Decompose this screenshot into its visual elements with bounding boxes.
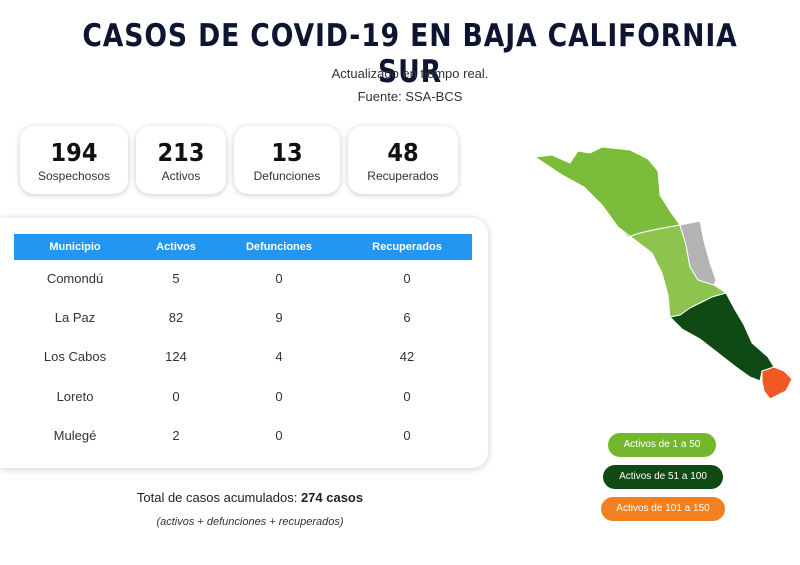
- cell-recuperados: 42: [399, 349, 415, 364]
- cell-municipio: Loreto: [56, 389, 94, 404]
- cell-activos: 5: [172, 271, 180, 286]
- summary-card-sospechosos: 194 Sospechosos: [20, 126, 128, 194]
- cell-activos: 2: [172, 428, 180, 443]
- summary-value: 48: [387, 138, 419, 167]
- cell-defunciones: 0: [275, 271, 283, 286]
- column-header-activos: Activos: [156, 241, 196, 253]
- total-cases: Total de casos acumulados: 274 casos: [100, 490, 400, 505]
- total-value: 274 casos: [300, 490, 364, 505]
- summary-value: 13: [271, 138, 303, 167]
- cell-municipio: La Paz: [54, 310, 96, 325]
- cell-recuperados: 0: [403, 389, 411, 404]
- updated-text: Actualizado en tiempo real.: [331, 66, 489, 81]
- legend-activos-51-100: Activos de 51 a 100: [603, 465, 723, 489]
- page-title: CASOS DE COVID-19 EN BAJA CALIFORNIA SUR: [82, 18, 738, 90]
- legend-activos-101-150: Activos de 101 a 150: [601, 497, 725, 521]
- cell-recuperados: 0: [403, 428, 411, 443]
- legend-label: Activos de 51 a 100: [619, 471, 707, 482]
- table-row: La Paz 82 9 6: [14, 308, 472, 328]
- source-text: Fuente: SSA-BCS: [357, 89, 463, 104]
- summary-card-activos: 213 Activos: [136, 126, 226, 194]
- table-row: Mulegé 2 0 0: [14, 426, 472, 446]
- table-row: Comondú 5 0 0: [14, 269, 472, 289]
- region-lapaz[interactable]: [668, 292, 775, 382]
- summary-value: 194: [50, 138, 98, 167]
- cell-activos: 82: [168, 310, 184, 325]
- cell-defunciones: 9: [275, 310, 283, 325]
- total-label: Total de casos acumulados:: [136, 490, 298, 505]
- cell-defunciones: 0: [275, 428, 283, 443]
- region-loscabos[interactable]: [761, 366, 793, 400]
- table-row: Los Cabos 124 4 42: [14, 347, 472, 367]
- cell-activos: 0: [172, 389, 180, 404]
- summary-value: 213: [157, 138, 205, 167]
- summary-card-recuperados: 48 Recuperados: [348, 126, 458, 194]
- cell-municipio: Los Cabos: [43, 349, 107, 364]
- cell-defunciones: 4: [275, 349, 283, 364]
- cell-activos: 124: [165, 349, 187, 364]
- summary-label: Recuperados: [367, 169, 439, 183]
- cell-recuperados: 0: [403, 271, 411, 286]
- summary-label: Activos: [161, 169, 201, 183]
- column-header-defunciones: Defunciones: [245, 241, 312, 253]
- total-note: (activos + defunciones + recuperados): [156, 516, 344, 528]
- cell-municipio: Comondú: [46, 271, 104, 286]
- municipios-table: Municipio Activos Defunciones Recuperado…: [0, 218, 488, 468]
- column-header-municipio: Municipio: [49, 241, 101, 253]
- table-header: Municipio Activos Defunciones Recuperado…: [14, 234, 472, 260]
- summary-label: Sospechosos: [37, 169, 111, 183]
- cell-recuperados: 6: [403, 310, 411, 325]
- region-loreto[interactable]: [679, 220, 717, 286]
- cell-municipio: Mulegé: [53, 428, 97, 443]
- bcs-map: [533, 146, 793, 400]
- table-row: Loreto 0 0 0: [14, 387, 472, 407]
- legend-activos-1-50: Activos de 1 a 50: [608, 433, 716, 457]
- summary-card-defunciones: 13 Defunciones: [234, 126, 340, 194]
- legend-label: Activos de 1 a 50: [623, 439, 701, 450]
- legend-label: Activos de 101 a 150: [616, 503, 710, 514]
- summary-label: Defunciones: [253, 169, 321, 183]
- region-mulege[interactable]: [533, 146, 681, 238]
- column-header-recuperados: Recuperados: [372, 241, 442, 253]
- cell-defunciones: 0: [275, 389, 283, 404]
